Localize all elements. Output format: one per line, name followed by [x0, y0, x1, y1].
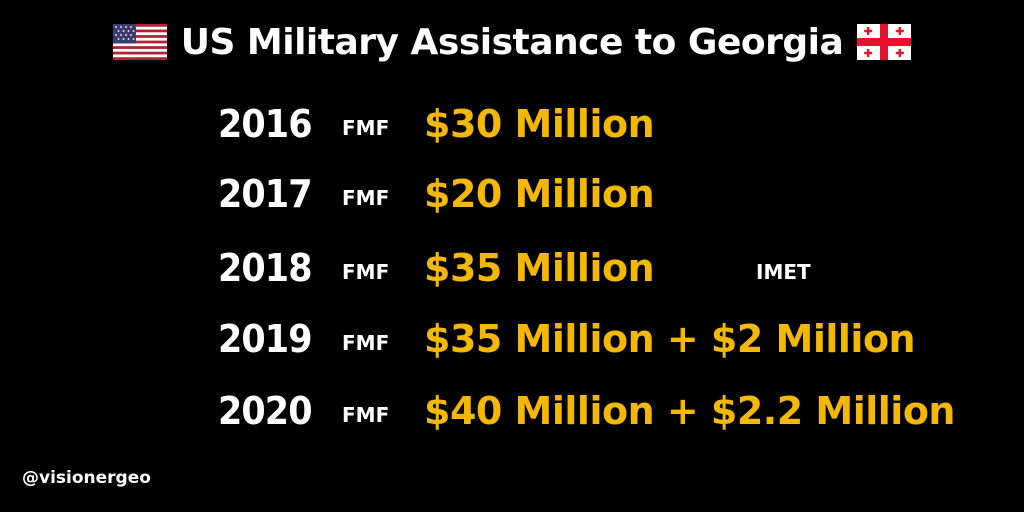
amount-value: $20 Million — [424, 172, 655, 216]
list-item: 2018 FMF $35 Million IMET — [0, 240, 1024, 296]
year-label: 2016 — [218, 102, 313, 146]
page-title: US Military Assistance to Georgia — [180, 21, 844, 63]
year-label: 2020 — [218, 389, 313, 433]
year-label: 2017 — [218, 172, 313, 216]
program-label: FMF — [342, 260, 390, 284]
program-label: FMF — [342, 331, 390, 355]
list-item: 2019 FMF $35 Million + $2 Million — [0, 311, 1024, 367]
amount-value: $40 Million + $2.2 Million — [424, 389, 956, 433]
program-label: FMF — [342, 116, 390, 140]
georgia-flag-icon — [857, 24, 912, 60]
title-bar: US Military Assistance to Georgia — [0, 14, 1024, 70]
imet-label: IMET — [756, 260, 811, 284]
amount-value: $35 Million + $2 Million — [424, 317, 916, 361]
amount-value: $30 Million — [424, 102, 655, 146]
us-flag-icon — [112, 24, 167, 60]
amount-value: $35 Million — [424, 246, 655, 290]
program-label: FMF — [342, 186, 390, 210]
list-item: 2017 FMF $20 Million — [0, 166, 1024, 222]
year-label: 2019 — [218, 317, 313, 361]
year-label: 2018 — [218, 246, 313, 290]
list-item: 2020 FMF $40 Million + $2.2 Million — [0, 383, 1024, 439]
list-item: 2016 FMF $30 Million — [0, 96, 1024, 152]
author-handle: @visionergeo — [22, 468, 151, 488]
program-label: FMF — [342, 403, 390, 427]
